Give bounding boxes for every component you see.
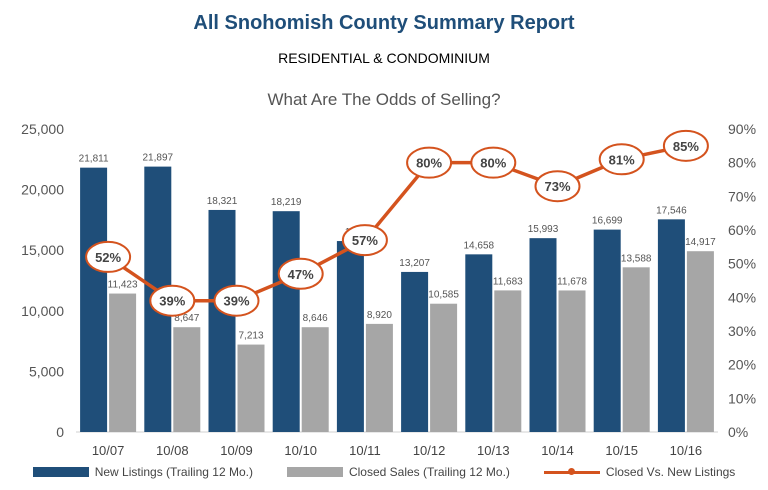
left-axis-tick-label: 15,000 [21,242,64,258]
data-label-closed-vs-new: 85% [673,139,699,154]
data-label-closed-sales: 7,213 [238,331,263,342]
bar-closed-sales [622,267,650,432]
data-label-closed-sales: 8,920 [367,310,392,321]
x-axis-tick-label: 10/12 [413,443,446,458]
chart-legend: New Listings (Trailing 12 Mo.) Closed Sa… [0,460,768,484]
data-label-closed-sales: 11,683 [493,276,523,287]
bar-new-listings [272,211,300,432]
data-label-new-listings: 16,699 [592,216,623,227]
legend-swatch-closed-sales [286,467,343,477]
data-label-closed-sales: 8,646 [303,313,328,324]
point-closed-vs-new [406,146,453,179]
data-label-new-listings: 14,658 [464,240,495,251]
data-label-closed-sales: 8,647 [174,313,199,324]
bar-new-listings [465,254,493,432]
bar-closed-sales [173,327,201,432]
bar-closed-sales [686,251,714,432]
bar-closed-sales [365,323,393,432]
right-axis-tick-label: 0% [728,424,748,440]
legend-label-closed-sales: Closed Sales (Trailing 12 Mo.) [348,465,510,479]
bar-new-listings [593,229,621,432]
data-label-new-listings: 17,546 [656,205,687,216]
x-axis-tick-label: 10/14 [541,443,574,458]
left-axis-tick-label: 0 [56,424,64,440]
data-label-closed-vs-new: 47% [288,267,314,282]
legend-label-closed-vs-new: Closed Vs. New Listings [605,465,736,479]
bar-closed-sales [301,327,329,432]
report-subtitle: RESIDENTIAL & CONDOMINIUM [278,50,490,66]
data-label-new-listings: 13,207 [399,258,430,269]
right-axis-tick-label: 10% [728,390,756,406]
legend-label-new-listings: New Listings (Trailing 12 Mo.) [94,465,253,479]
bar-new-listings [336,241,364,432]
point-closed-vs-new [341,224,388,257]
report-title: All Snohomish County Summary Report [193,12,575,34]
data-label-new-listings: 18,321 [207,196,238,207]
x-axis-tick-label: 10/13 [477,443,510,458]
point-closed-vs-new [470,146,517,179]
x-axis-tick-label: 10/15 [605,443,638,458]
chart-title: What Are The Odds of Selling? [267,90,501,109]
x-axis-tick-label: 10/16 [670,443,703,458]
left-axis-tick-label: 20,000 [21,182,64,198]
data-label-closed-sales: 10,585 [428,290,459,301]
data-label-closed-vs-new: 52% [95,250,121,265]
data-label-new-listings: 15,993 [528,224,559,235]
x-axis-tick-label: 10/07 [92,443,125,458]
bar-new-listings [80,167,108,432]
bar-closed-sales [109,293,137,432]
bar-new-listings [657,219,685,432]
right-axis-tick-label: 80% [728,155,756,171]
legend-item-closed-sales: Closed Sales (Trailing 12 Mo.) [286,465,510,479]
legend-swatch-closed-vs-new [543,467,600,477]
left-axis-tick-label: 10,000 [21,303,64,319]
bar-new-listings [529,238,557,432]
right-axis-tick-label: 60% [728,222,756,238]
right-axis-tick-label: 20% [728,357,756,373]
bar-new-listings [401,271,429,432]
x-axis-tick-label: 10/09 [220,443,253,458]
data-label-closed-vs-new: 80% [416,156,442,171]
data-label-closed-vs-new: 80% [480,156,506,171]
point-closed-vs-new [277,257,324,290]
right-axis-tick-label: 30% [728,323,756,339]
data-label-closed-sales: 14,917 [685,237,716,248]
bar-closed-sales [237,344,265,432]
data-label-closed-vs-new: 39% [223,294,249,309]
point-closed-vs-new [662,129,709,162]
legend-swatch-new-listings [32,467,89,477]
data-label-closed-sales: 11,423 [108,280,138,291]
data-label-new-listings: 18,219 [271,197,302,208]
bar-closed-sales [494,290,522,432]
right-axis-tick-label: 40% [728,289,756,305]
data-label-closed-vs-new: 57% [352,233,378,248]
x-axis-tick-label: 10/11 [349,443,381,458]
bar-closed-sales [558,290,586,432]
left-axis-tick-label: 25,000 [21,121,64,137]
line-closed-vs-new [107,144,687,303]
data-label-closed-vs-new: 73% [544,179,570,194]
right-axis-tick-label: 50% [728,256,756,272]
bar-new-listings [208,209,236,432]
data-label-new-listings: 21,811 [79,154,109,165]
data-label-closed-sales: 13,588 [621,253,652,264]
bar-closed-sales [430,303,458,432]
point-closed-vs-new [534,170,581,203]
data-label-closed-vs-new: 39% [159,294,185,309]
point-closed-vs-new [149,284,196,317]
point-closed-vs-new [85,240,132,273]
x-axis-tick-label: 10/10 [284,443,317,458]
legend-item-new-listings: New Listings (Trailing 12 Mo.) [32,465,253,479]
x-axis-tick-label: 10/08 [156,443,189,458]
legend-item-closed-vs-new: Closed Vs. New Listings [543,465,736,479]
data-label-closed-sales: 11,678 [557,276,587,287]
right-axis-tick-label: 90% [728,121,756,137]
data-label-closed-vs-new: 81% [609,152,635,167]
point-closed-vs-new [598,143,645,176]
data-label-new-listings: 21,897 [143,153,174,164]
right-axis-tick-label: 70% [728,188,756,204]
left-axis-tick-label: 5,000 [29,363,64,379]
point-closed-vs-new [213,284,260,317]
